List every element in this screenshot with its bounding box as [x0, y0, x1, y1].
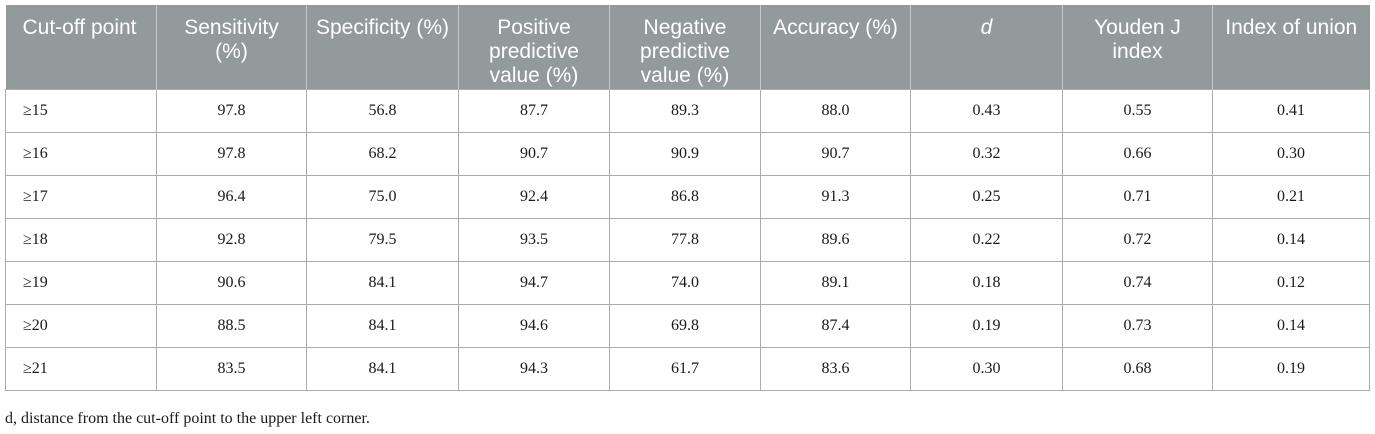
cell-d: 0.30 [910, 346, 1063, 391]
cell-cut-off: ≥17 [5, 174, 157, 219]
table-body: ≥15 97.8 56.8 87.7 89.3 88.0 0.43 0.55 0.41 ≥16 97… [5, 88, 1370, 391]
cell-youden-j: 0.74 [1062, 260, 1213, 305]
cell-cut-off: ≥18 [5, 217, 157, 262]
cell-ppv: 94.6 [458, 303, 610, 348]
cell-index-of-union: 0.30 [1212, 131, 1370, 176]
header-index-of-union: Index of union [1212, 5, 1370, 89]
cell-ppv: 93.5 [458, 217, 610, 262]
cell-d: 0.18 [910, 260, 1063, 305]
table-footnote: d, distance from the cut-off point to th… [5, 410, 370, 427]
cell-d: 0.25 [910, 174, 1063, 219]
cell-npv: 89.3 [609, 88, 761, 133]
cell-cut-off: ≥19 [5, 260, 157, 305]
cell-ppv: 87.7 [458, 88, 610, 133]
cell-accuracy: 88.0 [760, 88, 911, 133]
table-row: ≥15 97.8 56.8 87.7 89.3 88.0 0.43 0.55 0.41 [5, 88, 1370, 133]
cell-cut-off: ≥21 [5, 346, 157, 391]
cell-d: 0.22 [910, 217, 1063, 262]
cell-accuracy: 91.3 [760, 174, 911, 219]
cell-npv: 90.9 [609, 131, 761, 176]
cell-index-of-union: 0.12 [1212, 260, 1370, 305]
header-sensitivity: Sensitivity (%) [156, 5, 307, 89]
cell-youden-j: 0.55 [1062, 88, 1213, 133]
table-row: ≥16 97.8 68.2 90.7 90.9 90.7 0.32 0.66 0.30 [5, 131, 1370, 176]
header-d: d [910, 5, 1063, 89]
cell-accuracy: 89.6 [760, 217, 911, 262]
cell-sensitivity: 90.6 [156, 260, 307, 305]
header-npv: Negative predictive value (%) [609, 5, 761, 89]
cell-sensitivity: 97.8 [156, 88, 307, 133]
cell-index-of-union: 0.41 [1212, 88, 1370, 133]
cell-youden-j: 0.72 [1062, 217, 1213, 262]
cell-sensitivity: 96.4 [156, 174, 307, 219]
table-row: ≥20 88.5 84.1 94.6 69.8 87.4 0.19 0.73 0.14 [5, 303, 1370, 348]
cell-ppv: 92.4 [458, 174, 610, 219]
cell-accuracy: 90.7 [760, 131, 911, 176]
header-specificity: Specificity (%) [306, 5, 459, 89]
cell-npv: 74.0 [609, 260, 761, 305]
header-row: Cut-off point Sensitivity (%) Specificit… [5, 5, 1370, 89]
cell-specificity: 56.8 [306, 88, 459, 133]
cell-specificity: 84.1 [306, 260, 459, 305]
cell-specificity: 84.1 [306, 346, 459, 391]
cell-npv: 86.8 [609, 174, 761, 219]
cell-youden-j: 0.68 [1062, 346, 1213, 391]
cell-d: 0.43 [910, 88, 1063, 133]
cell-npv: 77.8 [609, 217, 761, 262]
cell-index-of-union: 0.14 [1212, 303, 1370, 348]
cell-specificity: 68.2 [306, 131, 459, 176]
cell-youden-j: 0.66 [1062, 131, 1213, 176]
header-d-label: d [980, 16, 993, 39]
cell-index-of-union: 0.21 [1212, 174, 1370, 219]
cell-ppv: 94.3 [458, 346, 610, 391]
cell-ppv: 90.7 [458, 131, 610, 176]
cell-sensitivity: 97.8 [156, 131, 307, 176]
cell-cut-off: ≥15 [5, 88, 157, 133]
cell-index-of-union: 0.14 [1212, 217, 1370, 262]
cell-youden-j: 0.73 [1062, 303, 1213, 348]
results-table-container: Cut-off point Sensitivity (%) Specificit… [5, 5, 1370, 391]
cell-cut-off: ≥20 [5, 303, 157, 348]
cell-d: 0.32 [910, 131, 1063, 176]
cell-youden-j: 0.71 [1062, 174, 1213, 219]
cell-accuracy: 89.1 [760, 260, 911, 305]
cell-specificity: 84.1 [306, 303, 459, 348]
cell-sensitivity: 92.8 [156, 217, 307, 262]
header-ppv: Positive predictive value (%) [458, 5, 610, 89]
cell-specificity: 79.5 [306, 217, 459, 262]
cell-accuracy: 83.6 [760, 346, 911, 391]
header-cut-off-point: Cut-off point [5, 5, 157, 89]
cell-ppv: 94.7 [458, 260, 610, 305]
table-row: ≥21 83.5 84.1 94.3 61.7 83.6 0.30 0.68 0.19 [5, 346, 1370, 391]
cut-off-table: Cut-off point Sensitivity (%) Specificit… [5, 5, 1370, 391]
cell-d: 0.19 [910, 303, 1063, 348]
cell-sensitivity: 88.5 [156, 303, 307, 348]
cell-accuracy: 87.4 [760, 303, 911, 348]
cell-specificity: 75.0 [306, 174, 459, 219]
cell-cut-off: ≥16 [5, 131, 157, 176]
table-row: ≥19 90.6 84.1 94.7 74.0 89.1 0.18 0.74 0.12 [5, 260, 1370, 305]
cell-npv: 69.8 [609, 303, 761, 348]
cell-npv: 61.7 [609, 346, 761, 391]
header-youden-j: Youden J index [1062, 5, 1213, 89]
table-row: ≥18 92.8 79.5 93.5 77.8 89.6 0.22 0.72 0.14 [5, 217, 1370, 262]
table-row: ≥17 96.4 75.0 92.4 86.8 91.3 0.25 0.71 0.21 [5, 174, 1370, 219]
header-accuracy: Accuracy (%) [760, 5, 911, 89]
cell-sensitivity: 83.5 [156, 346, 307, 391]
cell-index-of-union: 0.19 [1212, 346, 1370, 391]
